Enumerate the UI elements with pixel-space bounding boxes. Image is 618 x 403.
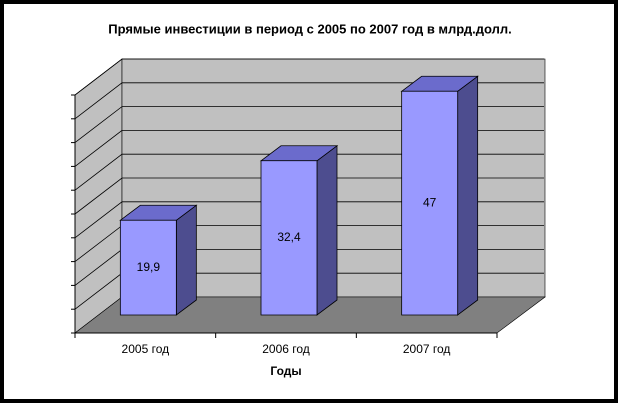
- bar: [119, 204, 198, 316]
- bar: [400, 75, 479, 316]
- x-axis-title: Годы: [270, 364, 301, 378]
- x-tick-label: 2007 год: [403, 342, 451, 356]
- bar-face: [260, 160, 318, 316]
- bar-face: [175, 204, 197, 316]
- bar-face: [401, 90, 459, 316]
- grid-line: [74, 82, 544, 120]
- x-tick-label: 2005 год: [122, 342, 170, 356]
- bar-face: [457, 75, 479, 316]
- data-label: 32,4: [277, 230, 301, 244]
- grid-line: [74, 58, 544, 96]
- bar-face: [316, 144, 338, 316]
- chart-title: Прямые инвестиции в период с 2005 по 200…: [108, 21, 512, 36]
- bar-face: [119, 219, 177, 316]
- data-label: 47: [423, 195, 437, 209]
- data-label: 19,9: [137, 260, 161, 274]
- bar: [259, 144, 339, 316]
- x-tick-label: 2006 год: [262, 342, 310, 356]
